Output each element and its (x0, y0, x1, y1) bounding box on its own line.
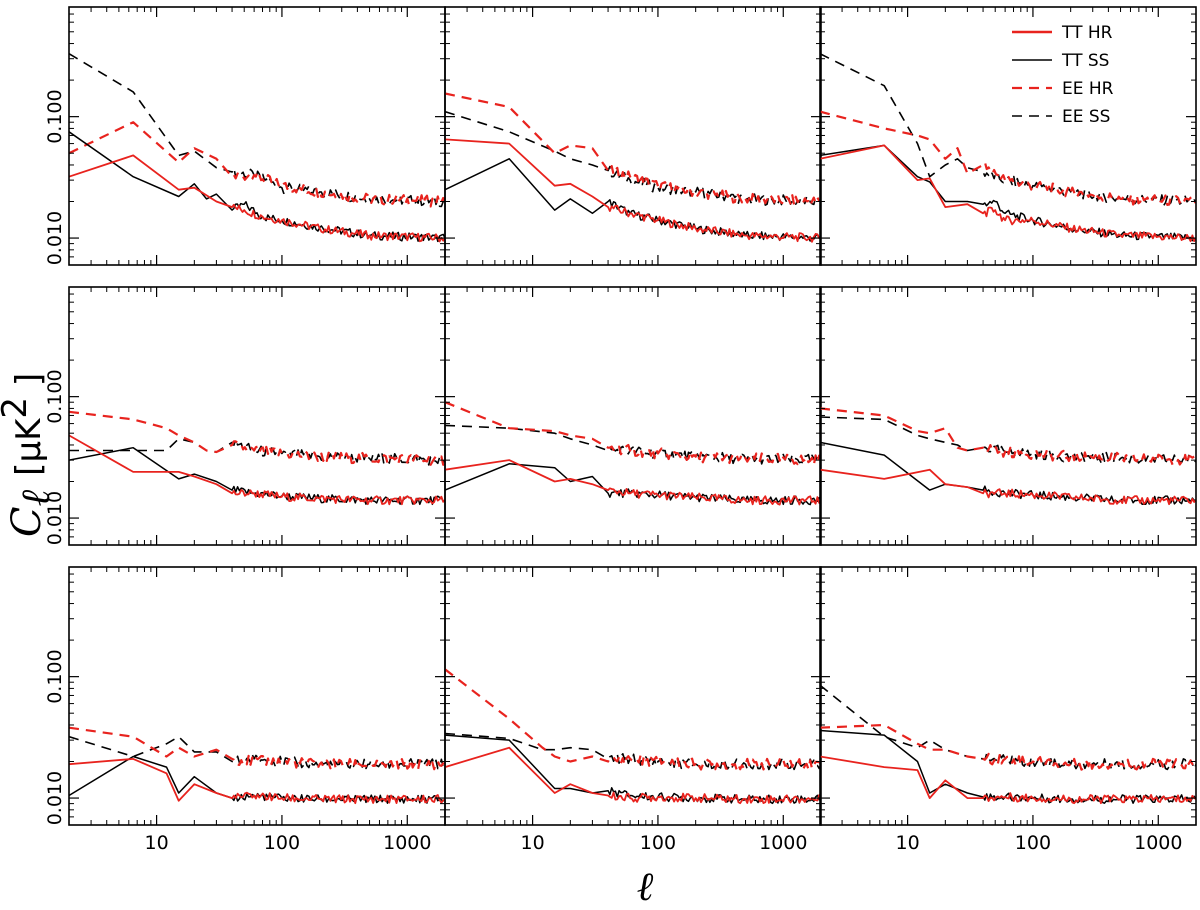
series-line-ee-ss (69, 438, 445, 466)
series-line-tt-hr (820, 755, 1196, 805)
panel-plot-area (69, 726, 445, 805)
x-tick-label: 1000 (759, 832, 807, 854)
series-line-ee-hr (445, 668, 821, 771)
series-line-tt-hr (69, 154, 445, 243)
y-axis-units-close: ] (9, 373, 49, 397)
series-line-ee-ss (820, 52, 1196, 207)
series-line-ee-hr (445, 401, 821, 467)
x-tick-label: 100 (264, 832, 300, 854)
panel-frame (68, 566, 446, 826)
series-line-ee-ss (69, 735, 445, 770)
series-line-ee-ss (445, 732, 821, 771)
series-line-ee-hr (69, 410, 445, 466)
y-axis-label: Cℓ [μK2 ] (0, 373, 59, 537)
panel-frame (819, 566, 1197, 826)
y-tick-label: 0.010 (44, 771, 66, 825)
panel-r1-c2 (819, 286, 1197, 546)
y-tick-label: 0.010 (44, 491, 66, 545)
series-line-ee-hr (820, 723, 1196, 771)
series-line-ee-hr (69, 121, 445, 208)
series-line-tt-hr (820, 144, 1196, 243)
panel-frame (819, 286, 1197, 546)
series-line-ee-hr (820, 110, 1196, 206)
x-tick-label: 10 (521, 832, 545, 854)
series-line-tt-hr (69, 434, 445, 506)
y-axis-symbol: C (4, 506, 50, 537)
x-axis-label: ℓ (637, 864, 654, 910)
x-tick-label: 100 (1015, 832, 1051, 854)
y-axis-subscript: ℓ (13, 489, 59, 506)
y-axis-units: [μK (9, 417, 49, 476)
legend-label-ee-hr: EE HR (1062, 79, 1114, 99)
series-line-tt-hr (445, 138, 821, 243)
panel-r2-c2: 10 100 1000 (819, 566, 1197, 854)
panel-r2-c1: 10 100 1000 (444, 566, 822, 854)
legend-label-ee-ss: EE SS (1062, 107, 1110, 127)
series-line-ee-ss (445, 424, 821, 465)
series-line-ee-hr (820, 407, 1196, 466)
x-tick-label: 10 (145, 832, 169, 854)
panel-r2-c0: 0.010 0.100 10 100 1000 (44, 566, 446, 854)
legend-label-tt-hr: TT HR (1061, 23, 1113, 43)
series-line-tt-hr (69, 758, 445, 805)
series-line-ee-hr (445, 92, 821, 207)
series-line-tt-ss (69, 131, 445, 243)
panel-r1-c0: 0.010 0.100 (44, 286, 446, 546)
y-tick-label: 0.010 (44, 211, 66, 265)
series-line-ee-ss (445, 110, 821, 206)
y-tick-label: 0.100 (44, 649, 66, 703)
panel-plot-area (445, 92, 821, 243)
series-line-ee-hr (69, 726, 445, 771)
x-tick-label: 10 (896, 832, 920, 854)
series-line-tt-hr (820, 468, 1196, 506)
y-tick-label: 0.100 (44, 89, 66, 143)
x-tick-label: 1000 (383, 832, 431, 854)
panel-plot-area (820, 684, 1196, 805)
panel-r0-c2 (819, 6, 1197, 266)
panel-frame (444, 566, 822, 826)
series-line-tt-hr (445, 746, 821, 805)
panel-frame (68, 6, 446, 266)
panel-plot-area (820, 407, 1196, 506)
legend-label-tt-ss: TT SS (1061, 51, 1109, 71)
panel-plot-area (820, 52, 1196, 243)
panel-frame (819, 6, 1197, 266)
series-line-tt-ss (820, 144, 1196, 242)
panel-frame (444, 6, 822, 266)
panel-frame (68, 286, 446, 546)
panel-plot-area (445, 401, 821, 506)
series-line-tt-hr (445, 459, 821, 506)
y-tick-label: 0.100 (44, 369, 66, 423)
panel-frame (444, 286, 822, 546)
series-line-tt-ss (820, 729, 1196, 804)
panel-plot-area (69, 53, 445, 243)
panel-plot-area (445, 668, 821, 805)
panel-r0-c0: 0.010 0.100 (44, 6, 446, 266)
panel-r0-c1 (444, 6, 822, 266)
x-tick-label: 100 (640, 832, 676, 854)
series-line-ee-ss (69, 53, 445, 208)
panel-r1-c1 (444, 286, 822, 546)
panel-plot-area (69, 410, 445, 506)
series-line-ee-ss (820, 416, 1196, 464)
y-axis-units-exp: 2 (0, 397, 35, 419)
legend: TT HR TT SS EE HR EE SS (1012, 23, 1114, 127)
series-line-ee-ss (820, 684, 1196, 771)
x-tick-label: 1000 (1134, 832, 1182, 854)
